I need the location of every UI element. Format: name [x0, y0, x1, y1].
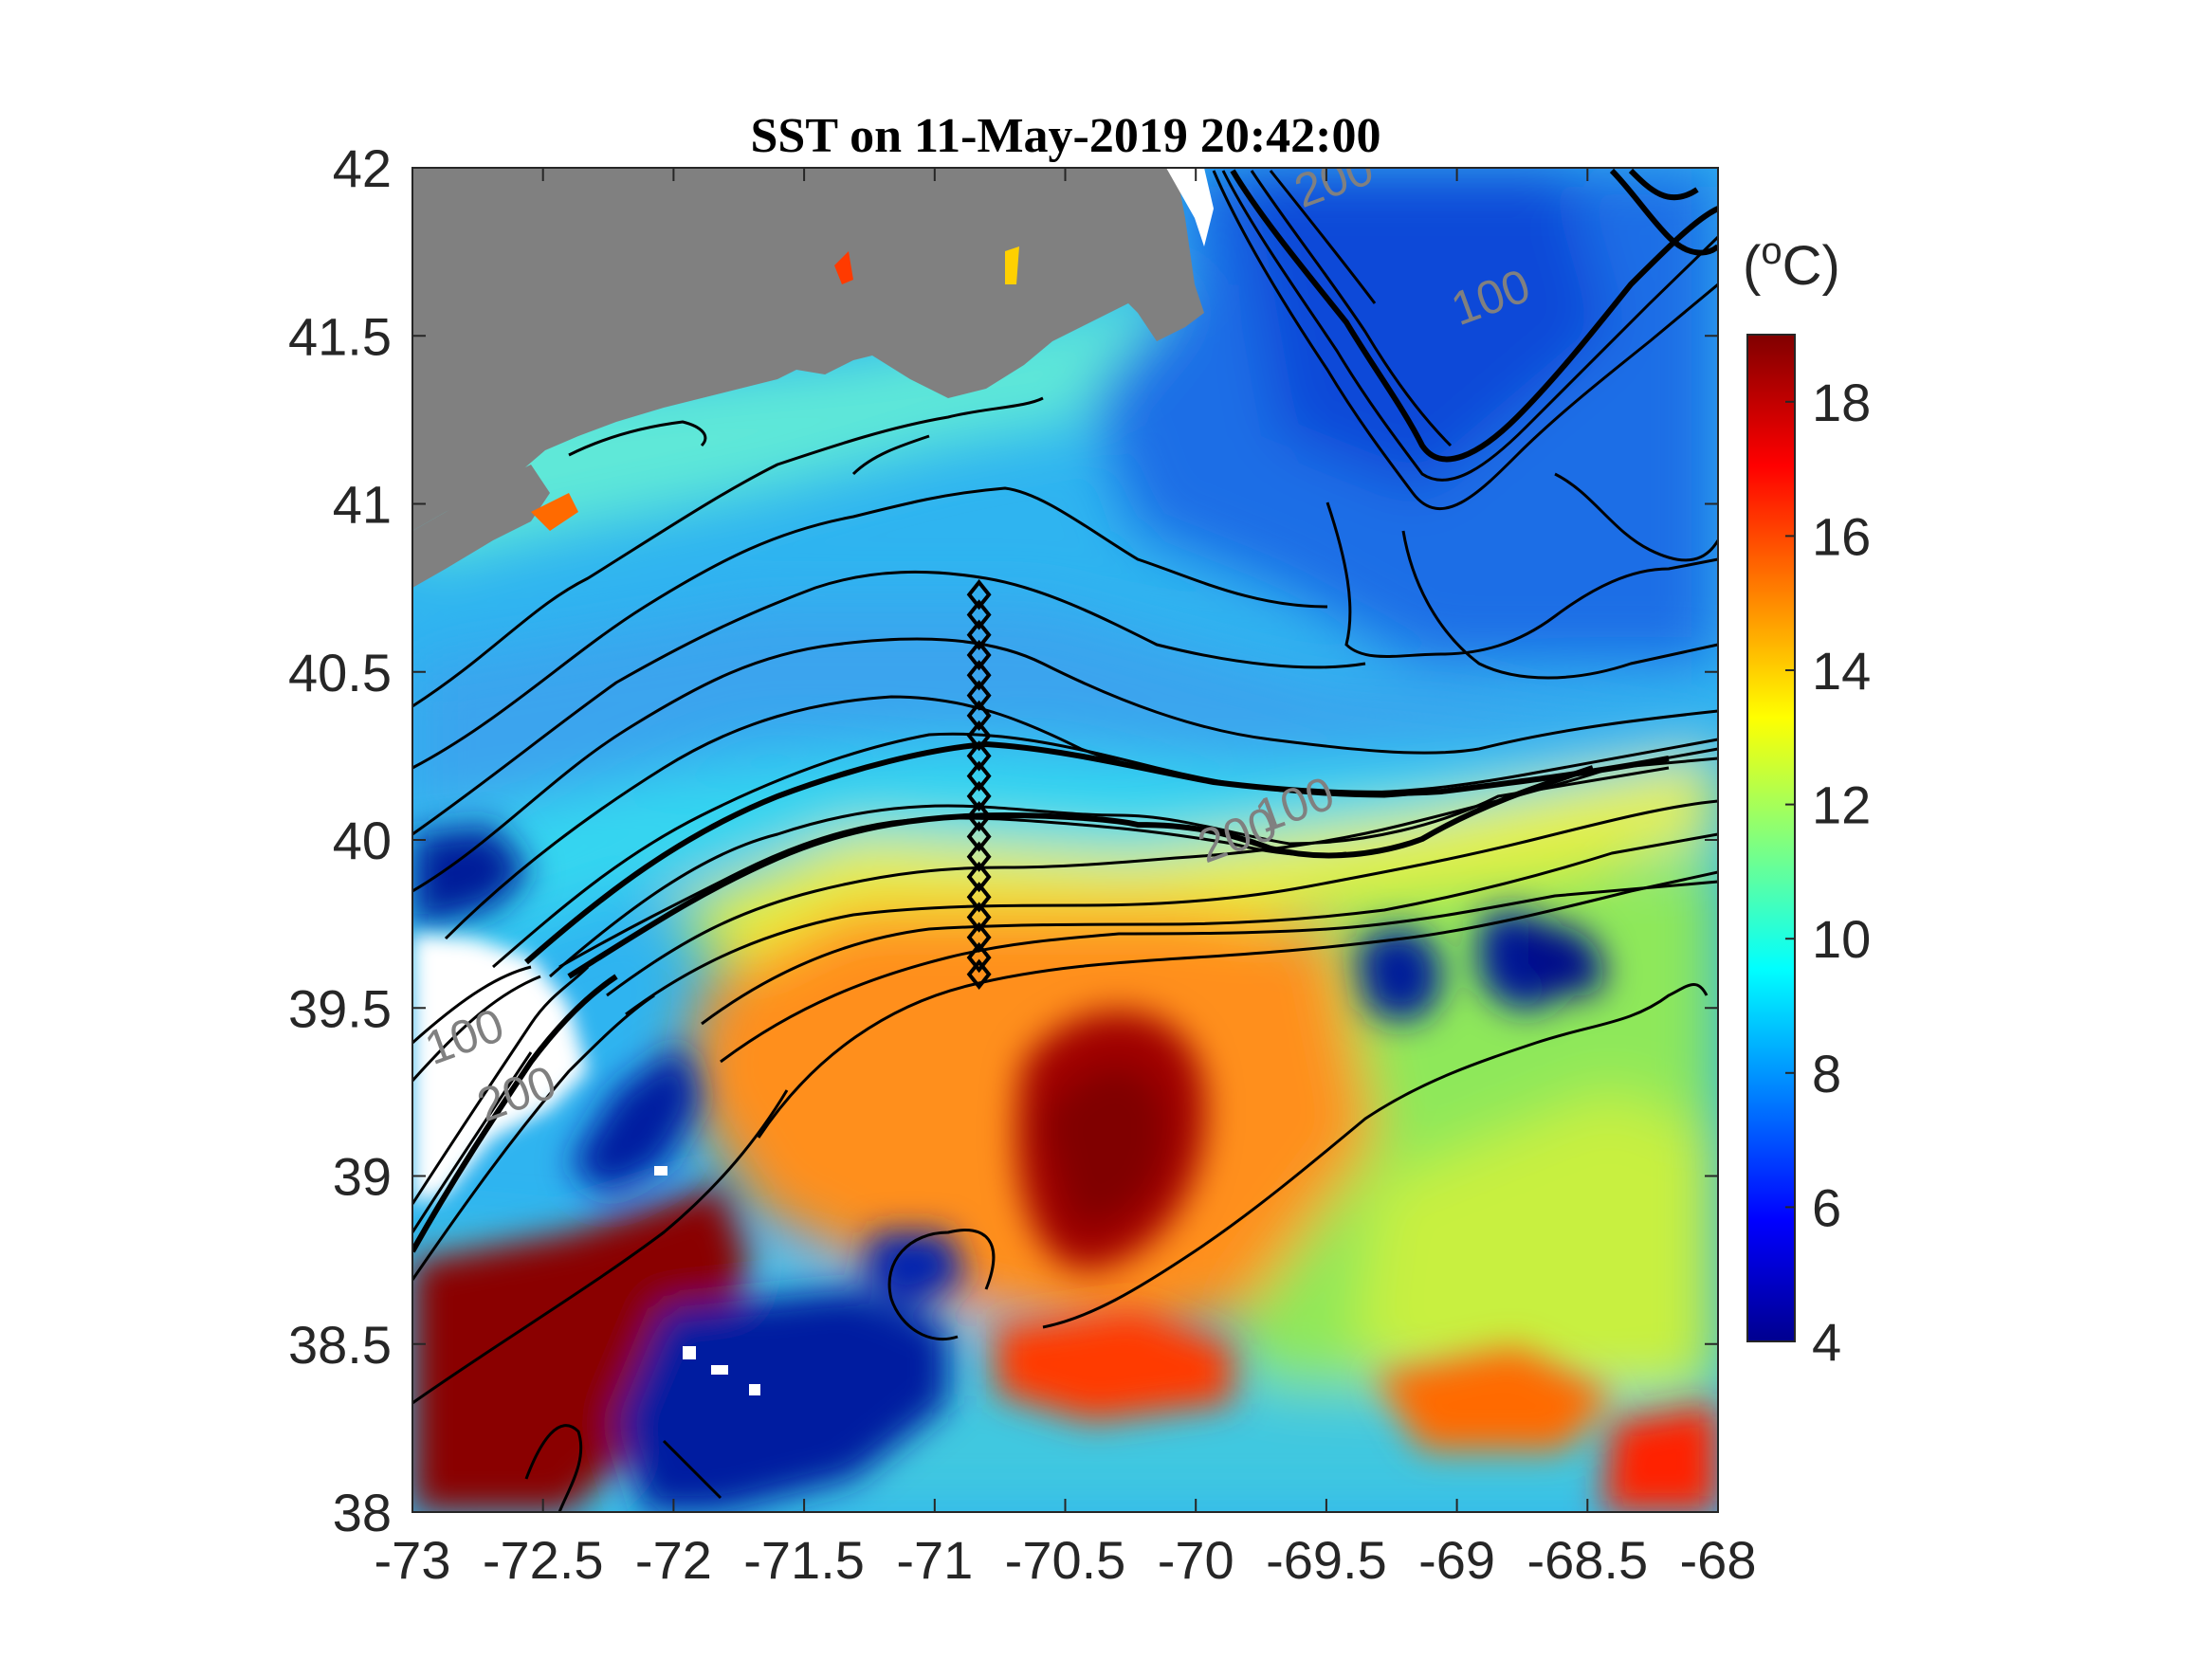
isobath-contours [412, 168, 1718, 1512]
x-tick-label: -69.5 [1266, 1530, 1387, 1590]
y-tick-label: 41.5 [288, 306, 392, 366]
x-tick-label: -72.5 [483, 1530, 604, 1590]
station-marker [966, 700, 992, 732]
station-marker [966, 921, 992, 954]
colorbar-unit-base: ( [1743, 235, 1761, 297]
station-marker [966, 660, 992, 691]
x-tick-label: -69 [1418, 1530, 1495, 1590]
x-tick-label: -71 [896, 1530, 973, 1590]
station-marker [966, 861, 992, 893]
colorbar-tick-label: 14 [1812, 641, 1871, 701]
y-tick-label: 40.5 [288, 643, 392, 702]
y-axis: 38 38.5 39 39.5 40 40.5 41 41.5 42 [288, 138, 1718, 1542]
colorbar-tick-label: 12 [1812, 775, 1871, 835]
x-tick-label: -71.5 [743, 1530, 865, 1590]
station-marker [966, 619, 992, 650]
colorbar: 4 6 8 10 12 14 16 18 (oC) [1743, 230, 1871, 1372]
colorbar-ticks: 4 6 8 10 12 14 16 18 [1785, 373, 1871, 1372]
colorbar-unit-rest: C) [1782, 235, 1840, 297]
y-tick-label: 38 [333, 1483, 392, 1542]
x-tick-label: -72 [635, 1530, 712, 1590]
y-tick-label: 42 [333, 138, 392, 198]
station-marker [966, 902, 992, 933]
colorbar-tick-label: 16 [1812, 506, 1871, 566]
station-marker [966, 740, 992, 772]
x-tick-label: -70.5 [1005, 1530, 1126, 1590]
station-marker [966, 882, 992, 913]
station-markers [966, 579, 992, 991]
station-marker [966, 821, 992, 852]
figure-title: SST on 11-May-2019 20:42:00 [751, 109, 1381, 163]
station-marker [966, 579, 992, 611]
colorbar-unit-label: (oC) [1743, 230, 1840, 297]
colorbar-tick-label: 8 [1812, 1044, 1841, 1103]
y-tick-label: 38.5 [288, 1315, 392, 1375]
y-tick-label: 39 [333, 1147, 392, 1207]
x-tick-label: -73 [375, 1530, 451, 1590]
station-marker [966, 958, 992, 991]
x-tick-label: -68.5 [1526, 1530, 1648, 1590]
station-marker [966, 780, 992, 812]
station-marker [966, 941, 992, 974]
colorbar-tick-label: 18 [1812, 373, 1871, 432]
colorbar-gradient [1746, 334, 1796, 1342]
y-tick-label: 41 [333, 475, 392, 535]
y-tick-label: 39.5 [288, 978, 392, 1038]
station-marker [966, 760, 992, 792]
station-marker [966, 639, 992, 671]
colorbar-unit-sup: o [1761, 230, 1782, 272]
colorbar-tick-label: 4 [1812, 1312, 1841, 1372]
station-marker [966, 720, 992, 752]
x-tick-label: -70 [1158, 1530, 1234, 1590]
x-tick-label: -68 [1680, 1530, 1757, 1590]
y-tick-label: 40 [333, 811, 392, 870]
station-marker [966, 599, 992, 630]
station-marker [966, 800, 992, 832]
station-marker [966, 680, 992, 711]
colorbar-tick-label: 10 [1812, 909, 1871, 969]
x-axis: -73 -72.5 -72 -71.5 -71 -70.5 -70 -69.5 -69 -68.5… [375, 168, 1757, 1590]
station-marker [966, 841, 992, 872]
colorbar-tick-label: 6 [1812, 1177, 1841, 1237]
